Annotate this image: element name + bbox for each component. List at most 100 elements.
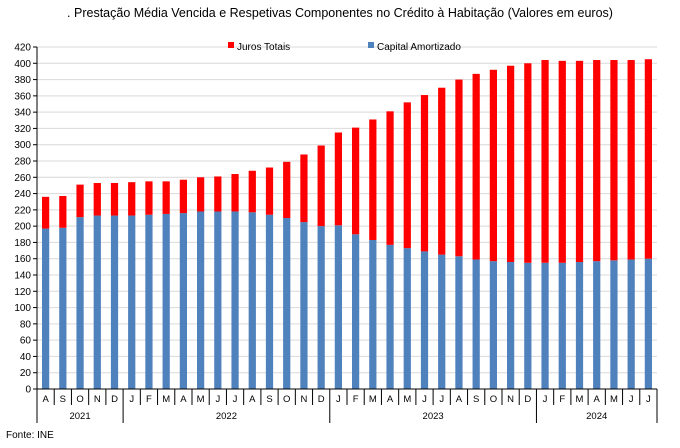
x-tick-label: J [543,394,548,405]
bar-capital-amortizado [455,256,463,389]
bar-juros-totais [265,167,274,215]
bar-juros-totais [283,161,291,218]
x-tick-label: J [215,394,220,405]
x-tick-label: J [629,394,634,405]
y-tick-label: 20 [20,368,32,379]
bar-capital-amortizado [214,211,222,389]
x-tick-label: J [439,394,444,405]
bar-capital-amortizado [93,215,101,389]
bar-capital-amortizado [41,228,50,389]
bar-capital-amortizado [524,262,532,389]
bar-capital-amortizado [575,261,584,389]
y-tick-label: 420 [14,43,31,54]
bar-capital-amortizado [334,225,343,389]
bar-capital-amortizado [558,262,566,389]
bar-juros-totais [41,196,50,229]
bar-capital-amortizado [128,215,136,389]
x-tick-label: J [129,394,134,405]
bar-capital-amortizado [489,261,498,389]
y-tick-label: 140 [14,271,31,282]
bar-capital-amortizado [196,211,205,389]
bars [41,59,653,389]
year-label: 2024 [586,411,607,422]
x-tick-label: S [473,394,479,405]
legend-swatch-juros [228,42,234,48]
bar-juros-totais [627,60,635,260]
y-tick-label: 400 [14,59,31,70]
bar-capital-amortizado [420,251,429,389]
y-tick-label: 360 [14,91,31,102]
bar-juros-totais [369,119,377,240]
x-tick-label: J [646,394,651,405]
bar-juros-totais [76,184,84,218]
legend-label-juros: Juros Totais [237,42,290,53]
x-tick-label: M [369,394,377,405]
x-tick-label: F [353,394,359,405]
x-tick-label: A [387,394,394,405]
y-tick-label: 220 [14,205,31,216]
bar-juros-totais [317,145,325,227]
bar-juros-totais [248,170,256,213]
x-tick-label: J [422,394,427,405]
legend: Juros Totais Capital Amortizado [228,42,461,53]
y-tick-label: 200 [14,222,31,233]
bar-juros-totais [145,181,153,215]
x-tick-label: N [94,394,101,405]
y-tick-label: 120 [14,287,31,298]
chart-title: . Prestação Média Vencida e Respetivas C… [67,6,613,20]
x-tick-label: M [403,394,411,405]
x-tick-label: A [456,394,463,405]
bar-juros-totais [386,111,394,245]
bar-juros-totais [128,182,136,216]
year-label: 2021 [69,411,90,422]
x-tick-label: N [507,394,514,405]
bar-capital-amortizado [317,226,325,389]
bar-juros-totais [593,60,601,262]
bar-capital-amortizado [627,259,635,389]
bar-juros-totais [489,69,498,262]
bar-juros-totais [506,65,515,262]
bar-juros-totais [196,177,205,212]
x-tick-label: J [233,394,238,405]
bar-juros-totais [472,73,480,260]
y-tick-label: 60 [20,336,32,347]
x-tick-label: D [318,394,325,405]
bar-juros-totais [59,196,67,228]
bar-capital-amortizado [386,244,394,389]
y-tick-label: 80 [20,319,32,330]
x-tick-label: M [162,394,170,405]
bar-juros-totais [231,174,239,212]
bar-capital-amortizado [59,227,67,389]
bar-juros-totais [558,60,566,263]
year-label: 2022 [216,411,237,422]
bar-juros-totais [455,79,463,257]
x-tick-label: J [336,394,341,405]
x-tick-label: M [576,394,584,405]
x-tick-label: D [524,394,531,405]
bar-capital-amortizado [369,239,377,389]
bar-juros-totais [110,182,119,216]
bar-capital-amortizado [438,254,446,389]
bar-juros-totais [541,60,549,263]
bar-capital-amortizado [76,217,84,389]
x-tick-label: A [180,394,187,405]
bar-juros-totais [438,87,446,255]
y-tick-label: 160 [14,254,31,265]
x-tick-label: M [197,394,205,405]
y-tick-label: 340 [14,108,31,119]
x-tick-label: S [266,394,272,405]
bar-juros-totais [179,179,188,214]
bar-juros-totais [610,60,618,261]
bar-capital-amortizado [265,214,274,389]
bar-capital-amortizado [506,261,515,389]
bar-capital-amortizado [110,215,119,389]
bar-capital-amortizado [162,213,170,389]
x-tick-label: F [559,394,565,405]
bar-juros-totais [300,154,308,223]
x-tick-label: O [490,394,497,405]
bar-juros-totais [420,95,429,252]
x-tick-label: A [249,394,256,405]
bar-capital-amortizado [610,260,618,389]
y-tick-label: 320 [14,124,31,135]
